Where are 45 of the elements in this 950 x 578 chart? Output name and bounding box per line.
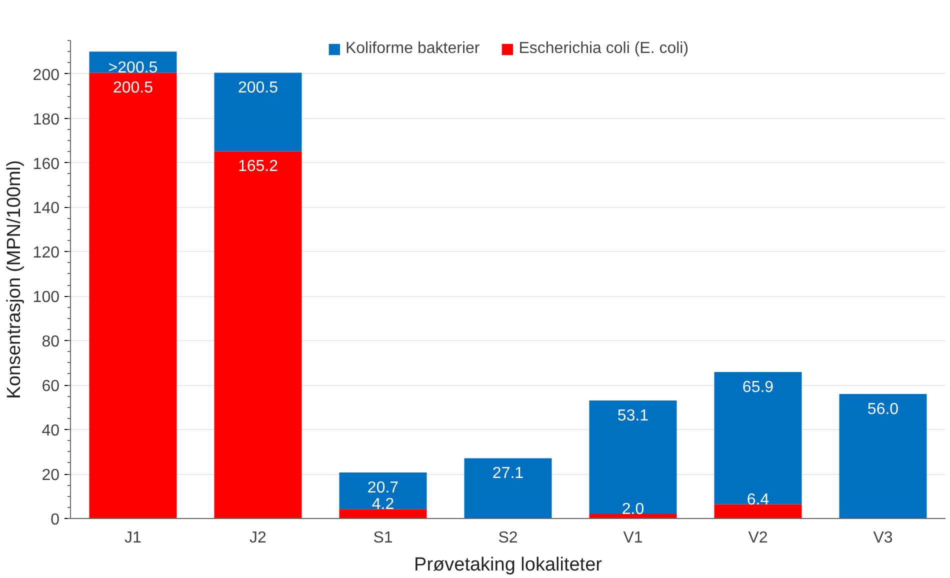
y-tick-label: 0 [50,512,60,528]
x-tick-label: J1 [124,530,142,546]
x-axis-title: Prøvetaking lokaliteter [414,554,603,576]
bar [714,504,802,518]
x-tick-label: V3 [873,530,893,546]
total-label: 56.0 [867,401,899,418]
data-label: 6.4 [746,491,770,508]
y-tick-label: 60 [42,378,60,396]
bar [339,472,427,510]
x-tick-label: S2 [498,530,518,546]
total-label: 27.1 [492,465,524,482]
y-tick-label: 160 [32,156,60,173]
total-label: >200.5 [108,60,158,77]
x-tick-label: V2 [748,530,768,546]
bar [589,400,677,514]
total-label: 20.7 [367,479,399,496]
bar [214,151,302,518]
bar [89,72,177,518]
data-label: 4.2 [372,496,394,514]
y-tick-label: 80 [42,334,60,351]
y-tick-label: 100 [32,289,60,306]
legend-label: Escherichia coli (E. coli) [518,40,689,58]
y-tick-label: 20 [42,467,60,484]
legend-label: Koliforme bakterier [345,40,480,58]
bar [589,514,677,518]
data-label: 165.2 [238,158,278,176]
y-tick-label: 180 [32,111,60,128]
total-label: 53.1 [617,407,649,424]
bar [714,372,802,504]
y-tick-label: 200 [32,66,60,84]
x-tick-label: S1 [373,530,393,546]
bar [839,394,927,518]
total-label: 65.9 [742,378,774,396]
data-label: 200.5 [112,80,154,97]
bar [464,458,552,518]
y-tick-label: 140 [32,200,60,218]
data-label: 2.0 [622,501,644,518]
total-label: 200.5 [238,80,278,97]
y-axis-title: Konsentrasjon (MPN/100ml) [4,160,25,399]
bar [339,509,427,518]
x-tick-label: V1 [623,530,643,546]
bar [214,72,302,152]
y-tick-label: 120 [32,244,60,262]
x-tick-label: J2 [250,530,267,546]
y-tick-label: 40 [42,422,60,440]
